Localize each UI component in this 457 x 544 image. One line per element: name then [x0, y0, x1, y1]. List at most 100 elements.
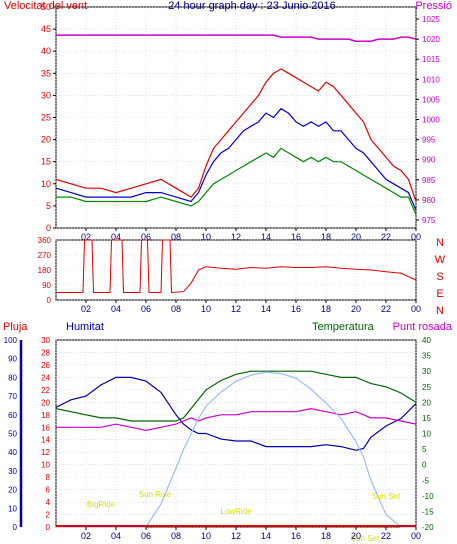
x-tick-label: 00 — [411, 304, 421, 314]
rain-tick-label: 6 — [46, 486, 51, 495]
pressure-tick-label: 980 — [422, 196, 436, 205]
pressure-tick-label: 1025 — [422, 15, 440, 24]
series-gust-line — [55, 68, 417, 202]
compass-label: W — [435, 254, 446, 266]
pressure-tick-label: 1015 — [422, 55, 440, 64]
series-pressure-line — [56, 34, 417, 42]
temperature-tick-label: 10 — [422, 430, 431, 439]
temperature-tick-label: 5 — [422, 445, 427, 454]
humidity-tick-label: 80 — [8, 373, 17, 382]
x-tick-label: 02 — [81, 531, 91, 541]
series-dewpoint-line — [56, 407, 417, 432]
wind-tick-label: 35 — [41, 68, 51, 78]
humidity-tick-label: 30 — [8, 467, 17, 476]
humidity-tick-label: 100 — [4, 336, 18, 345]
rain-tick-label: 26 — [41, 361, 50, 370]
temperature-tick-label: 30 — [422, 367, 431, 376]
sun-annotation-label: Sun Set — [351, 534, 380, 543]
pressure-tick-label: 1020 — [422, 35, 440, 44]
series-speed-line — [55, 107, 417, 211]
x-tick-label: 06 — [141, 531, 151, 541]
series-temperature-line — [55, 370, 417, 422]
sun-annotation-label: Sun Set — [372, 492, 401, 501]
x-tick-label: 22 — [381, 531, 391, 541]
x-tick-label: 20 — [351, 304, 361, 314]
pressure-tick-label: 1010 — [422, 75, 440, 84]
rain-tick-label: 10 — [41, 461, 50, 470]
rain-tick-label: 24 — [41, 373, 50, 382]
rain-tick-label: 18 — [41, 411, 50, 420]
humidity-tick-label: 0 — [13, 523, 18, 532]
pressure-tick-label: 1000 — [422, 116, 440, 125]
x-tick-label: 16 — [291, 304, 301, 314]
compass-label: E — [436, 288, 443, 300]
rain-axis-title: Pluja — [3, 321, 28, 333]
direction-tick-label: 90 — [42, 281, 51, 290]
humidity-tick-label: 40 — [8, 448, 17, 457]
rain-tick-label: 22 — [41, 386, 50, 395]
direction-tick-label: 270 — [38, 251, 52, 260]
compass-label: N — [436, 305, 444, 317]
temperature-tick-label: 0 — [422, 461, 427, 470]
series-direction-line — [56, 239, 417, 294]
pressure-tick-label: 995 — [422, 136, 436, 145]
x-tick-label: 18 — [321, 531, 331, 541]
x-tick-label: 18 — [321, 304, 331, 314]
x-tick-label: 20 — [351, 232, 361, 242]
x-tick-label: 00 — [411, 232, 421, 242]
direction-tick-label: 360 — [38, 236, 52, 245]
wind-tick-label: 0 — [46, 223, 51, 233]
rain-tick-label: 0 — [46, 523, 51, 532]
temperature-tick-label: -5 — [422, 476, 430, 485]
pressure-tick-label: 990 — [422, 156, 436, 165]
x-tick-label: 10 — [201, 304, 211, 314]
rain-tick-label: 14 — [41, 436, 50, 445]
humidity-tick-label: 60 — [8, 411, 17, 420]
x-tick-label: 08 — [171, 531, 181, 541]
x-tick-label: 22 — [381, 232, 391, 242]
wind-tick-label: 45 — [41, 24, 51, 34]
x-tick-label: 08 — [171, 232, 181, 242]
sun-annotation-label: Sun Rise — [139, 490, 172, 499]
x-tick-label: 22 — [381, 304, 391, 314]
x-tick-label: 08 — [171, 304, 181, 314]
x-tick-label: 02 — [81, 304, 91, 314]
compass-label: S — [436, 271, 443, 283]
x-tick-label: 14 — [261, 304, 271, 314]
sun-annotation-label: BigRide — [87, 500, 116, 509]
compass-label: N — [436, 237, 444, 249]
sun-annotation-label: LowRide — [220, 507, 252, 516]
rain-tick-label: 8 — [46, 473, 51, 482]
rain-tick-label: 12 — [41, 448, 50, 457]
wind-tick-label: 50 — [41, 2, 51, 12]
pressure-tick-label: 975 — [422, 216, 436, 225]
rain-tick-label: 2 — [46, 511, 51, 520]
x-tick-label: 06 — [141, 232, 151, 242]
rain-tick-label: 28 — [41, 348, 50, 357]
series-average-line — [56, 147, 417, 215]
x-tick-label: 04 — [111, 232, 121, 242]
temperature-tick-label: 40 — [422, 336, 431, 345]
wind-tick-label: 10 — [41, 179, 51, 189]
temperature-tick-label: -20 — [422, 523, 434, 532]
humidity-tick-label: 70 — [8, 392, 17, 401]
rain-tick-label: 20 — [41, 398, 50, 407]
humidity-tick-label: 20 — [8, 486, 17, 495]
x-tick-label: 12 — [231, 232, 241, 242]
humidity-axis-title: Humitat — [66, 321, 104, 333]
rain-tick-label: 16 — [41, 423, 50, 432]
temperature-tick-label: 15 — [422, 414, 431, 423]
x-tick-label: 00 — [411, 531, 421, 541]
x-tick-label: 14 — [261, 232, 271, 242]
temperature-tick-label: 25 — [422, 383, 431, 392]
temperature-tick-label: 35 — [422, 352, 431, 361]
wind-tick-label: 5 — [46, 201, 51, 211]
temperature-tick-label: 20 — [422, 398, 431, 407]
dewpoint-axis-title: Punt rosada — [393, 321, 453, 333]
pressure-axis-title: Pressió — [415, 0, 452, 12]
pressure-tick-label: 1005 — [422, 95, 440, 104]
x-tick-label: 16 — [291, 232, 301, 242]
wind-tick-label: 20 — [41, 135, 51, 145]
wind-tick-label: 25 — [41, 113, 51, 123]
